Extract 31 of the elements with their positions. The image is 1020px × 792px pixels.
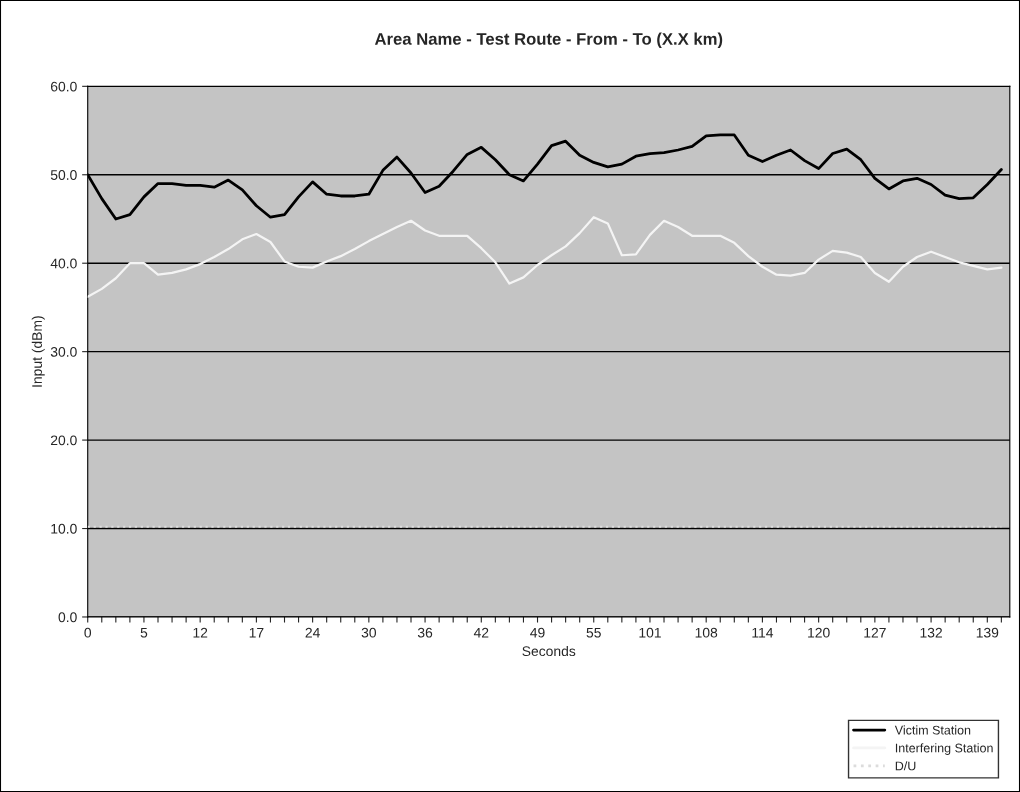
y-tick-label: 50.0 xyxy=(50,170,77,180)
legend-label: D/U xyxy=(895,761,916,771)
x-tick-label: 36 xyxy=(417,627,433,638)
y-tick-label: 30.0 xyxy=(50,346,77,357)
x-tick-label: 101 xyxy=(639,627,661,638)
x-tick-label: 24 xyxy=(305,627,320,638)
y-tick-label: 20.0 xyxy=(50,435,77,446)
x-tick-label: 12 xyxy=(193,627,208,638)
x-tick-label: 5 xyxy=(140,627,148,638)
x-tick-label: 17 xyxy=(249,627,264,638)
y-tick-label: 10.0 xyxy=(51,523,77,534)
x-tick-label: 114 xyxy=(752,627,774,638)
legend-label: Victim Station xyxy=(894,725,971,735)
x-tick-label: 49 xyxy=(530,627,545,638)
x-tick-label: 139 xyxy=(976,627,999,638)
x-tick-label: 120 xyxy=(808,627,830,638)
x-tick-label: 42 xyxy=(473,627,489,638)
x-axis-title: Seconds xyxy=(522,645,576,657)
x-tick-label: 0 xyxy=(84,627,92,638)
chart-title: Area Name - Test Route - From - To (X.X km) xyxy=(374,32,723,49)
line-series xyxy=(87,216,1003,298)
x-tick-label: 108 xyxy=(695,627,718,638)
x-tick-label: 132 xyxy=(920,627,942,638)
y-tick-label: 40.0 xyxy=(50,258,77,269)
y-tick-label: 0.0 xyxy=(58,612,77,623)
x-tick-label: 55 xyxy=(586,627,601,638)
x-tick-label: 127 xyxy=(864,627,886,638)
y-tick-label: 60.0 xyxy=(50,81,77,92)
x-tick-label: 30 xyxy=(361,627,377,638)
legend-label: Interfering Station xyxy=(895,743,993,755)
y-axis-title: Input (dBm) xyxy=(31,316,45,387)
